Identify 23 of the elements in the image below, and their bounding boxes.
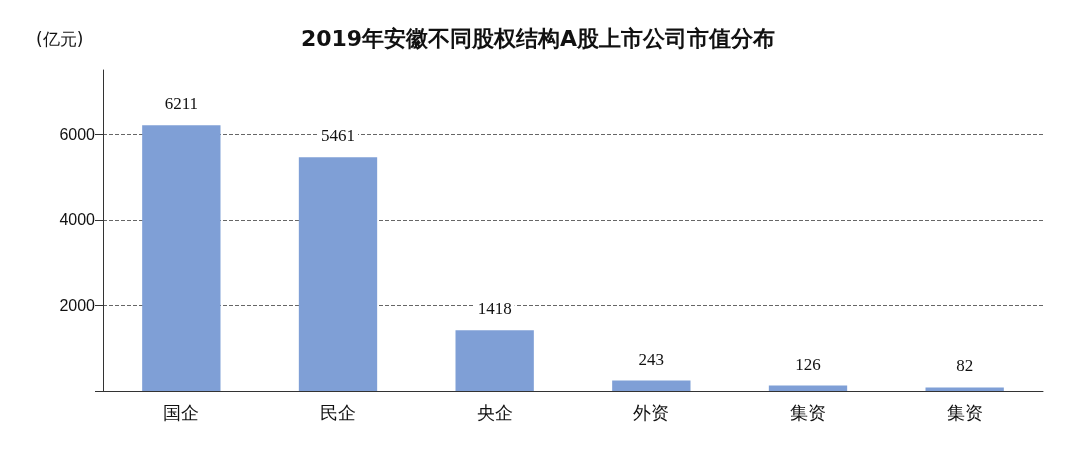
data-label: 82 [956,356,974,376]
y-axis-title: (亿元) [36,28,84,49]
x-tick-label: 民企 [320,401,356,423]
data-label: 243 [638,349,665,369]
bar [298,157,378,391]
bar [768,385,848,391]
data-label: 1418 [477,299,512,319]
x-tick-label: 央企 [476,401,513,423]
x-tick-label: 集资 [946,401,983,423]
x-tick-label: 集资 [790,401,826,423]
bar [142,125,221,391]
bar [925,387,1004,391]
bar [612,380,691,391]
x-tick-label: 外资 [633,401,670,423]
chart-title: 2019年安徽不同股权结构A股上市公司市值分布 [300,25,776,51]
bar [455,330,534,391]
data-label: 126 [795,354,821,374]
y-tick-label: 2000 [59,296,96,314]
data-label: 6211 [164,94,199,114]
data-label: 5461 [321,126,355,146]
y-tick-label: 6000 [59,125,96,143]
x-tick-label: 国企 [163,401,200,423]
y-tick-label: 4000 [59,211,96,229]
